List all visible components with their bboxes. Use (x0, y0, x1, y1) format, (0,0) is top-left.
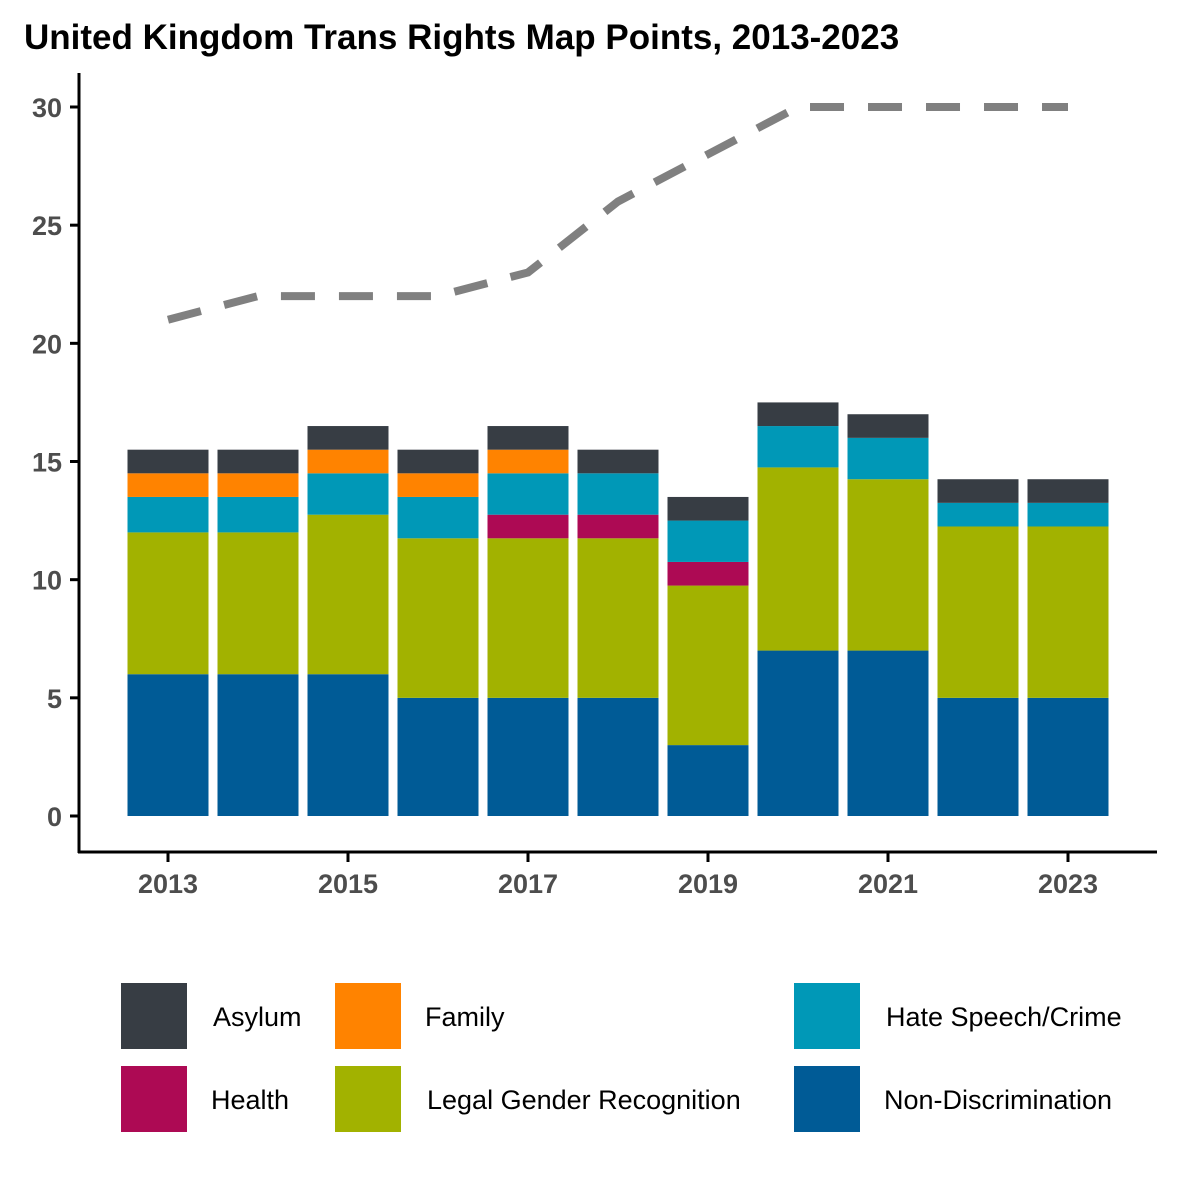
bar-asylum-2015 (307, 426, 389, 450)
bar-non-discrimination-2020 (757, 650, 839, 816)
bar-asylum-2016 (397, 449, 479, 474)
bar-health-2017 (487, 514, 569, 539)
bar-legal-gender-recognition-2019 (667, 585, 749, 746)
y-tick-label: 30 (32, 93, 62, 123)
bar-non-discrimination-2013 (127, 674, 209, 816)
x-tick-label: 2021 (858, 869, 918, 899)
x-tick-label: 2017 (498, 869, 558, 899)
bar-non-discrimination-2018 (577, 697, 659, 816)
legend-swatch-hate-speech-crime (794, 983, 860, 1049)
total-points-line (166, 103, 1068, 324)
bar-family-2013 (127, 473, 209, 497)
bar-hate-speech-crime-2020 (757, 426, 839, 468)
bar-asylum-2018 (577, 449, 659, 474)
bar-non-discrimination-2017 (487, 697, 569, 816)
legend-swatch-legal-gender-recognition (335, 1066, 401, 1132)
chart-title: United Kingdom Trans Rights Map Points, … (24, 18, 899, 57)
bar-legal-gender-recognition-2016 (397, 538, 479, 698)
y-tick-label: 25 (32, 211, 62, 241)
bar-legal-gender-recognition-2017 (487, 538, 569, 698)
bar-non-discrimination-2016 (397, 697, 479, 816)
bar-hate-speech-crime-2022 (937, 502, 1019, 527)
bar-hate-speech-crime-2016 (397, 496, 479, 539)
bar-hate-speech-crime-2023 (1027, 502, 1109, 527)
x-tick-label: 2023 (1038, 869, 1098, 899)
x-tick-label: 2019 (678, 869, 738, 899)
bar-health-2018 (577, 514, 659, 539)
bar-legal-gender-recognition-2021 (847, 479, 929, 651)
legend-label-legal-gender-recognition: Legal Gender Recognition (427, 1085, 741, 1115)
bar-asylum-2013 (127, 449, 209, 474)
bar-asylum-2022 (937, 479, 1019, 503)
bar-family-2016 (397, 473, 479, 497)
bar-legal-gender-recognition-2023 (1027, 526, 1109, 698)
legend-label-hate-speech-crime: Hate Speech/Crime (886, 1002, 1122, 1032)
bar-hate-speech-crime-2015 (307, 473, 389, 515)
legend-swatch-family (335, 983, 401, 1049)
bar-legal-gender-recognition-2018 (577, 538, 659, 698)
bar-hate-speech-crime-2021 (847, 437, 929, 480)
bar-hate-speech-crime-2013 (127, 496, 209, 533)
bar-asylum-2014 (217, 449, 299, 474)
y-tick-label: 10 (32, 566, 62, 596)
bar-hate-speech-crime-2019 (667, 520, 749, 562)
bar-legal-gender-recognition-2022 (937, 526, 1019, 698)
legend-label-health: Health (211, 1085, 289, 1115)
bar-family-2015 (307, 449, 389, 474)
bar-family-2014 (217, 473, 299, 497)
bar-hate-speech-crime-2017 (487, 473, 569, 515)
y-tick-label: 15 (32, 448, 62, 478)
bar-hate-speech-crime-2014 (217, 496, 299, 533)
legend-label-non-discrimination: Non-Discrimination (884, 1085, 1112, 1115)
y-tick-label: 5 (47, 684, 62, 714)
bar-legal-gender-recognition-2015 (307, 514, 389, 675)
bar-non-discrimination-2023 (1027, 697, 1109, 816)
bar-asylum-2020 (757, 402, 839, 427)
bar-legal-gender-recognition-2020 (757, 467, 839, 651)
bar-non-discrimination-2015 (307, 674, 389, 816)
bar-health-2019 (667, 561, 749, 586)
bar-non-discrimination-2014 (217, 674, 299, 816)
bar-asylum-2017 (487, 426, 569, 450)
y-tick-label: 0 (47, 802, 62, 832)
bar-non-discrimination-2019 (667, 745, 749, 816)
bar-non-discrimination-2021 (847, 650, 929, 816)
bar-asylum-2023 (1027, 479, 1109, 503)
bar-asylum-2021 (847, 414, 929, 438)
bar-asylum-2019 (667, 496, 749, 521)
x-tick-label: 2013 (138, 869, 198, 899)
bar-hate-speech-crime-2018 (577, 473, 659, 515)
bar-family-2017 (487, 449, 569, 474)
legend-label-asylum: Asylum (213, 1002, 302, 1032)
x-tick-label: 2015 (318, 869, 378, 899)
legend-swatch-asylum (121, 983, 187, 1049)
y-tick-label: 20 (32, 329, 62, 359)
legend-label-family: Family (425, 1002, 505, 1032)
bar-non-discrimination-2022 (937, 697, 1019, 816)
bar-legal-gender-recognition-2013 (127, 532, 209, 675)
bar-legal-gender-recognition-2014 (217, 532, 299, 675)
legend-swatch-non-discrimination (794, 1066, 860, 1132)
legend-swatch-health (121, 1066, 187, 1132)
